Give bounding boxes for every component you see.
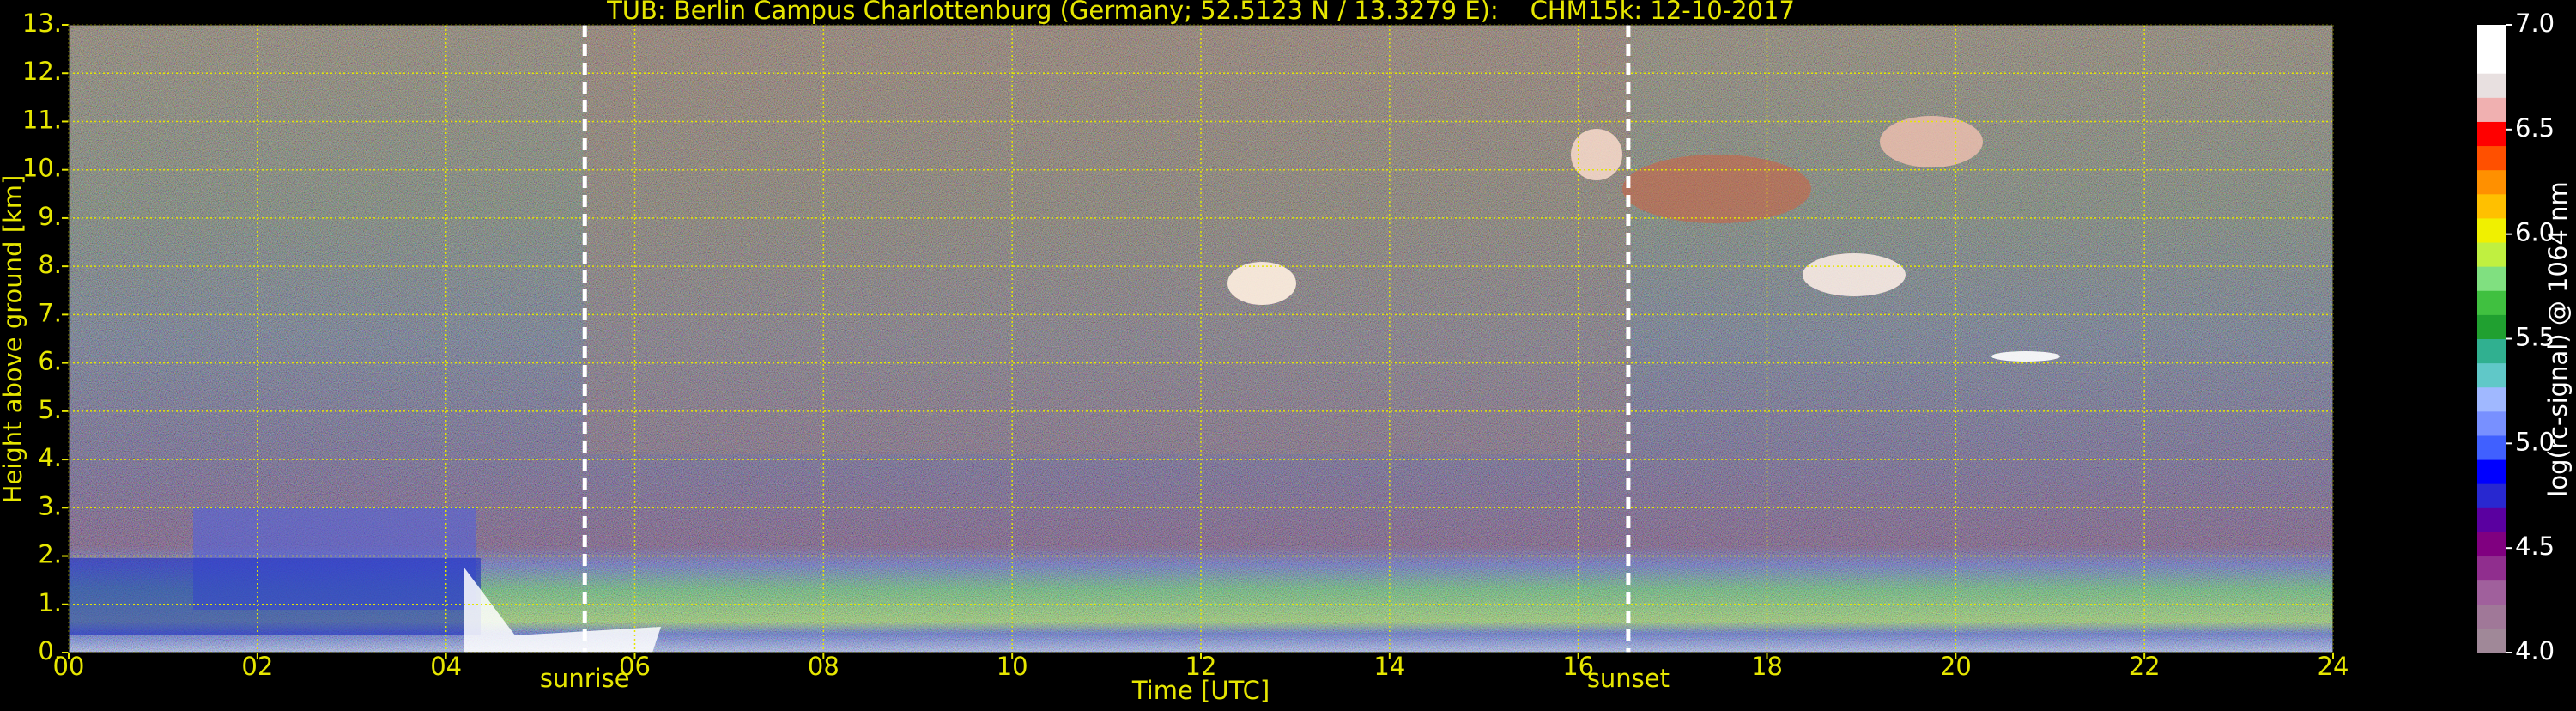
colorbar-swatch [2477, 580, 2506, 605]
colorbar-swatch [2477, 217, 2506, 243]
y-tick-label: 6. [38, 347, 62, 376]
y-tick-label: 7. [38, 298, 62, 327]
colorbar-swatch [2477, 628, 2506, 653]
annotation-label: sunrise [540, 664, 630, 693]
y-tick-label: 5. [38, 395, 62, 424]
y-tick-label: 3. [38, 491, 62, 520]
x-tick-label: 08 [808, 652, 839, 681]
x-tick-label: 18 [1751, 652, 1783, 681]
x-tick-label: 00 [53, 652, 85, 681]
x-tick-label: 24 [2318, 652, 2349, 681]
axes: 00 02 04 06 08 10 12 14 16 18 20 22 24 0. 1. 2. 3. 4. 5. 6.… [22, 9, 2349, 681]
colorbar-swatch [2477, 483, 2506, 508]
colorbar-swatch [2477, 604, 2506, 629]
colorbar-swatch [2477, 362, 2506, 388]
x-tick-label: 06 [619, 652, 651, 681]
y-tick-label: 12. [22, 57, 62, 86]
colorbar-swatch [2477, 169, 2506, 195]
colorbar-swatch [2477, 145, 2506, 171]
colorbar-tick-label: 6.5 [2515, 113, 2555, 143]
colorbar-swatch [2477, 266, 2506, 291]
y-axis-label: Height above ground [km] [0, 175, 27, 504]
colorbar: 4.0 4.5 5.0 5.5 6.0 6.5 7.0 [2477, 9, 2555, 665]
y-tick-label: 13. [22, 9, 62, 38]
colorbar-tick-label: 5.5 [2515, 323, 2555, 352]
colorbar-swatch [2477, 410, 2506, 436]
x-tick-label: 12 [1185, 652, 1217, 681]
x-tick-label: 02 [241, 652, 273, 681]
y-tick-label: 1. [38, 588, 62, 617]
colorbar-label: log(rc-signal) @ 1064 nm [2543, 181, 2573, 496]
annotations: sunrise sunset [540, 25, 1670, 693]
colorbar-swatch [2477, 193, 2506, 219]
x-tick-label: 20 [1940, 652, 1972, 681]
colorbar-swatch [2477, 97, 2506, 122]
y-tick-label: 11. [22, 105, 62, 134]
annotation-label: sunset [1587, 664, 1670, 693]
plot-frame [68, 24, 2334, 653]
x-tick-label: 16 [1562, 652, 1594, 681]
colorbar-tick-label: 5.0 [2515, 427, 2555, 456]
colorbar-swatch [2477, 49, 2506, 74]
colorbar-swatch [2477, 386, 2506, 412]
colorbar-swatch [2477, 242, 2506, 267]
colorbar-swatch [2477, 434, 2506, 460]
colorbar-tick-label: 6.0 [2515, 218, 2555, 247]
colorbar-swatch [2477, 507, 2506, 532]
y-tick-label: 0. [38, 636, 62, 665]
colorbar-swatch [2477, 556, 2506, 581]
colorbar-swatch [2477, 459, 2506, 484]
colorbar-tick-label: 4.5 [2515, 532, 2555, 561]
y-tick-label: 8. [38, 250, 62, 279]
x-axis-label: Time [UTC] [1131, 676, 1270, 705]
chart-title: TUB: Berlin Campus Charlottenburg (Germa… [606, 0, 1795, 25]
colorbar-swatch [2477, 314, 2506, 339]
y-tick-label: 10. [22, 154, 62, 183]
colorbar-tick-label: 4.0 [2515, 636, 2555, 665]
colorbar-swatch [2477, 73, 2506, 98]
y-tick-label: 9. [38, 202, 62, 231]
colorbar-swatch [2477, 532, 2506, 557]
x-tick-label: 14 [1373, 652, 1405, 681]
x-tick-label: 10 [997, 652, 1028, 681]
y-tick-label: 2. [38, 540, 62, 569]
colorbar-swatch [2477, 25, 2506, 50]
x-tick-label: 22 [2129, 652, 2161, 681]
colorbar-tick-label: 7.0 [2515, 9, 2555, 38]
colorbar-swatch [2477, 121, 2506, 147]
y-tick-label: 4. [38, 443, 62, 472]
colorbar-swatch [2477, 338, 2506, 364]
x-tick-label: 04 [430, 652, 462, 681]
colorbar-swatch [2477, 290, 2506, 315]
